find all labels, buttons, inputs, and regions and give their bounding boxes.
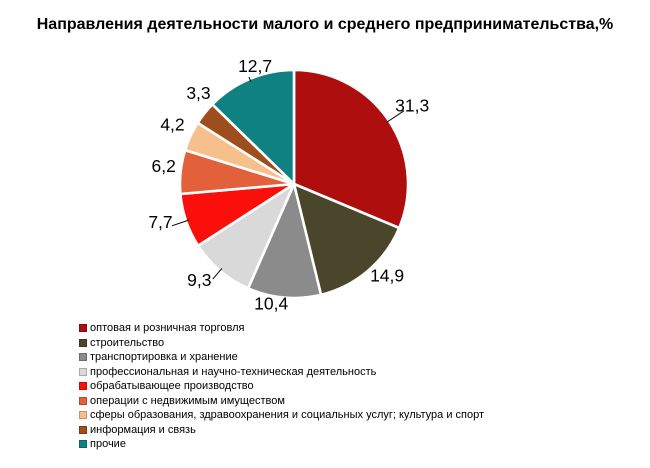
pie-value-label: 9,3	[187, 270, 211, 290]
pie-value-label: 31,3	[395, 95, 429, 115]
label-leader-line	[386, 110, 405, 123]
legend-swatch	[79, 338, 87, 347]
pie-slice-3	[246, 182, 323, 300]
pie-value-label: 6,2	[152, 156, 176, 176]
pie-slice-2	[292, 182, 401, 297]
legend-swatch	[79, 411, 87, 420]
pie-value-label: 3,3	[186, 83, 210, 103]
legend-item-3: транспортировка и хранение	[79, 350, 484, 365]
pie-value-label: 12,7	[238, 56, 272, 76]
legend-swatch	[79, 425, 87, 434]
legend-label: информация и связь	[90, 423, 196, 436]
label-leader-line	[171, 219, 190, 227]
legend-swatch	[79, 440, 87, 449]
legend-label: обрабатывающее производство	[90, 380, 254, 392]
legend-swatch	[79, 324, 87, 333]
legend-item-6: операции с недвижимым имуществом	[79, 394, 484, 409]
pie-value-label: 4,2	[160, 114, 184, 134]
legend-label: строительство	[90, 336, 165, 349]
legend-label: сферы образования, здравоохранения и соц…	[90, 409, 485, 421]
pie-value-label: 7,7	[148, 212, 172, 232]
label-leader-line	[248, 76, 252, 82]
label-leader-line	[212, 268, 223, 280]
legend-item-9: прочие	[79, 437, 484, 452]
legend-item-2: строительство	[79, 336, 484, 351]
legend-swatch	[79, 396, 87, 405]
legend-label: профессиональная и научно-техническая де…	[90, 365, 377, 378]
legend-swatch	[79, 353, 87, 362]
legend-item-7: сферы образования, здравоохранения и соц…	[79, 408, 484, 423]
legend-item-8: информация и связь	[79, 423, 484, 438]
legend-item-4: профессиональная и научно-техническая де…	[79, 365, 484, 380]
legend-label: прочие	[90, 438, 126, 450]
pie-value-label: 14,9	[370, 266, 404, 286]
chart-title: Направления деятельности малого и средне…	[36, 16, 614, 33]
pie-value-label: 10,4	[254, 294, 288, 314]
legend-label: транспортировка и хранение	[90, 351, 238, 363]
legend-swatch	[79, 367, 87, 376]
legend-item-5: обрабатывающее производство	[79, 379, 484, 394]
legend-label: оптовая и розничная торговля	[90, 322, 245, 334]
legend-item-1: оптовая и розничная торговля	[79, 321, 484, 336]
legend: оптовая и розничная торговля строительств…	[79, 321, 484, 452]
legend-label: операции с недвижимым имуществом	[90, 394, 285, 407]
legend-swatch	[79, 382, 87, 391]
